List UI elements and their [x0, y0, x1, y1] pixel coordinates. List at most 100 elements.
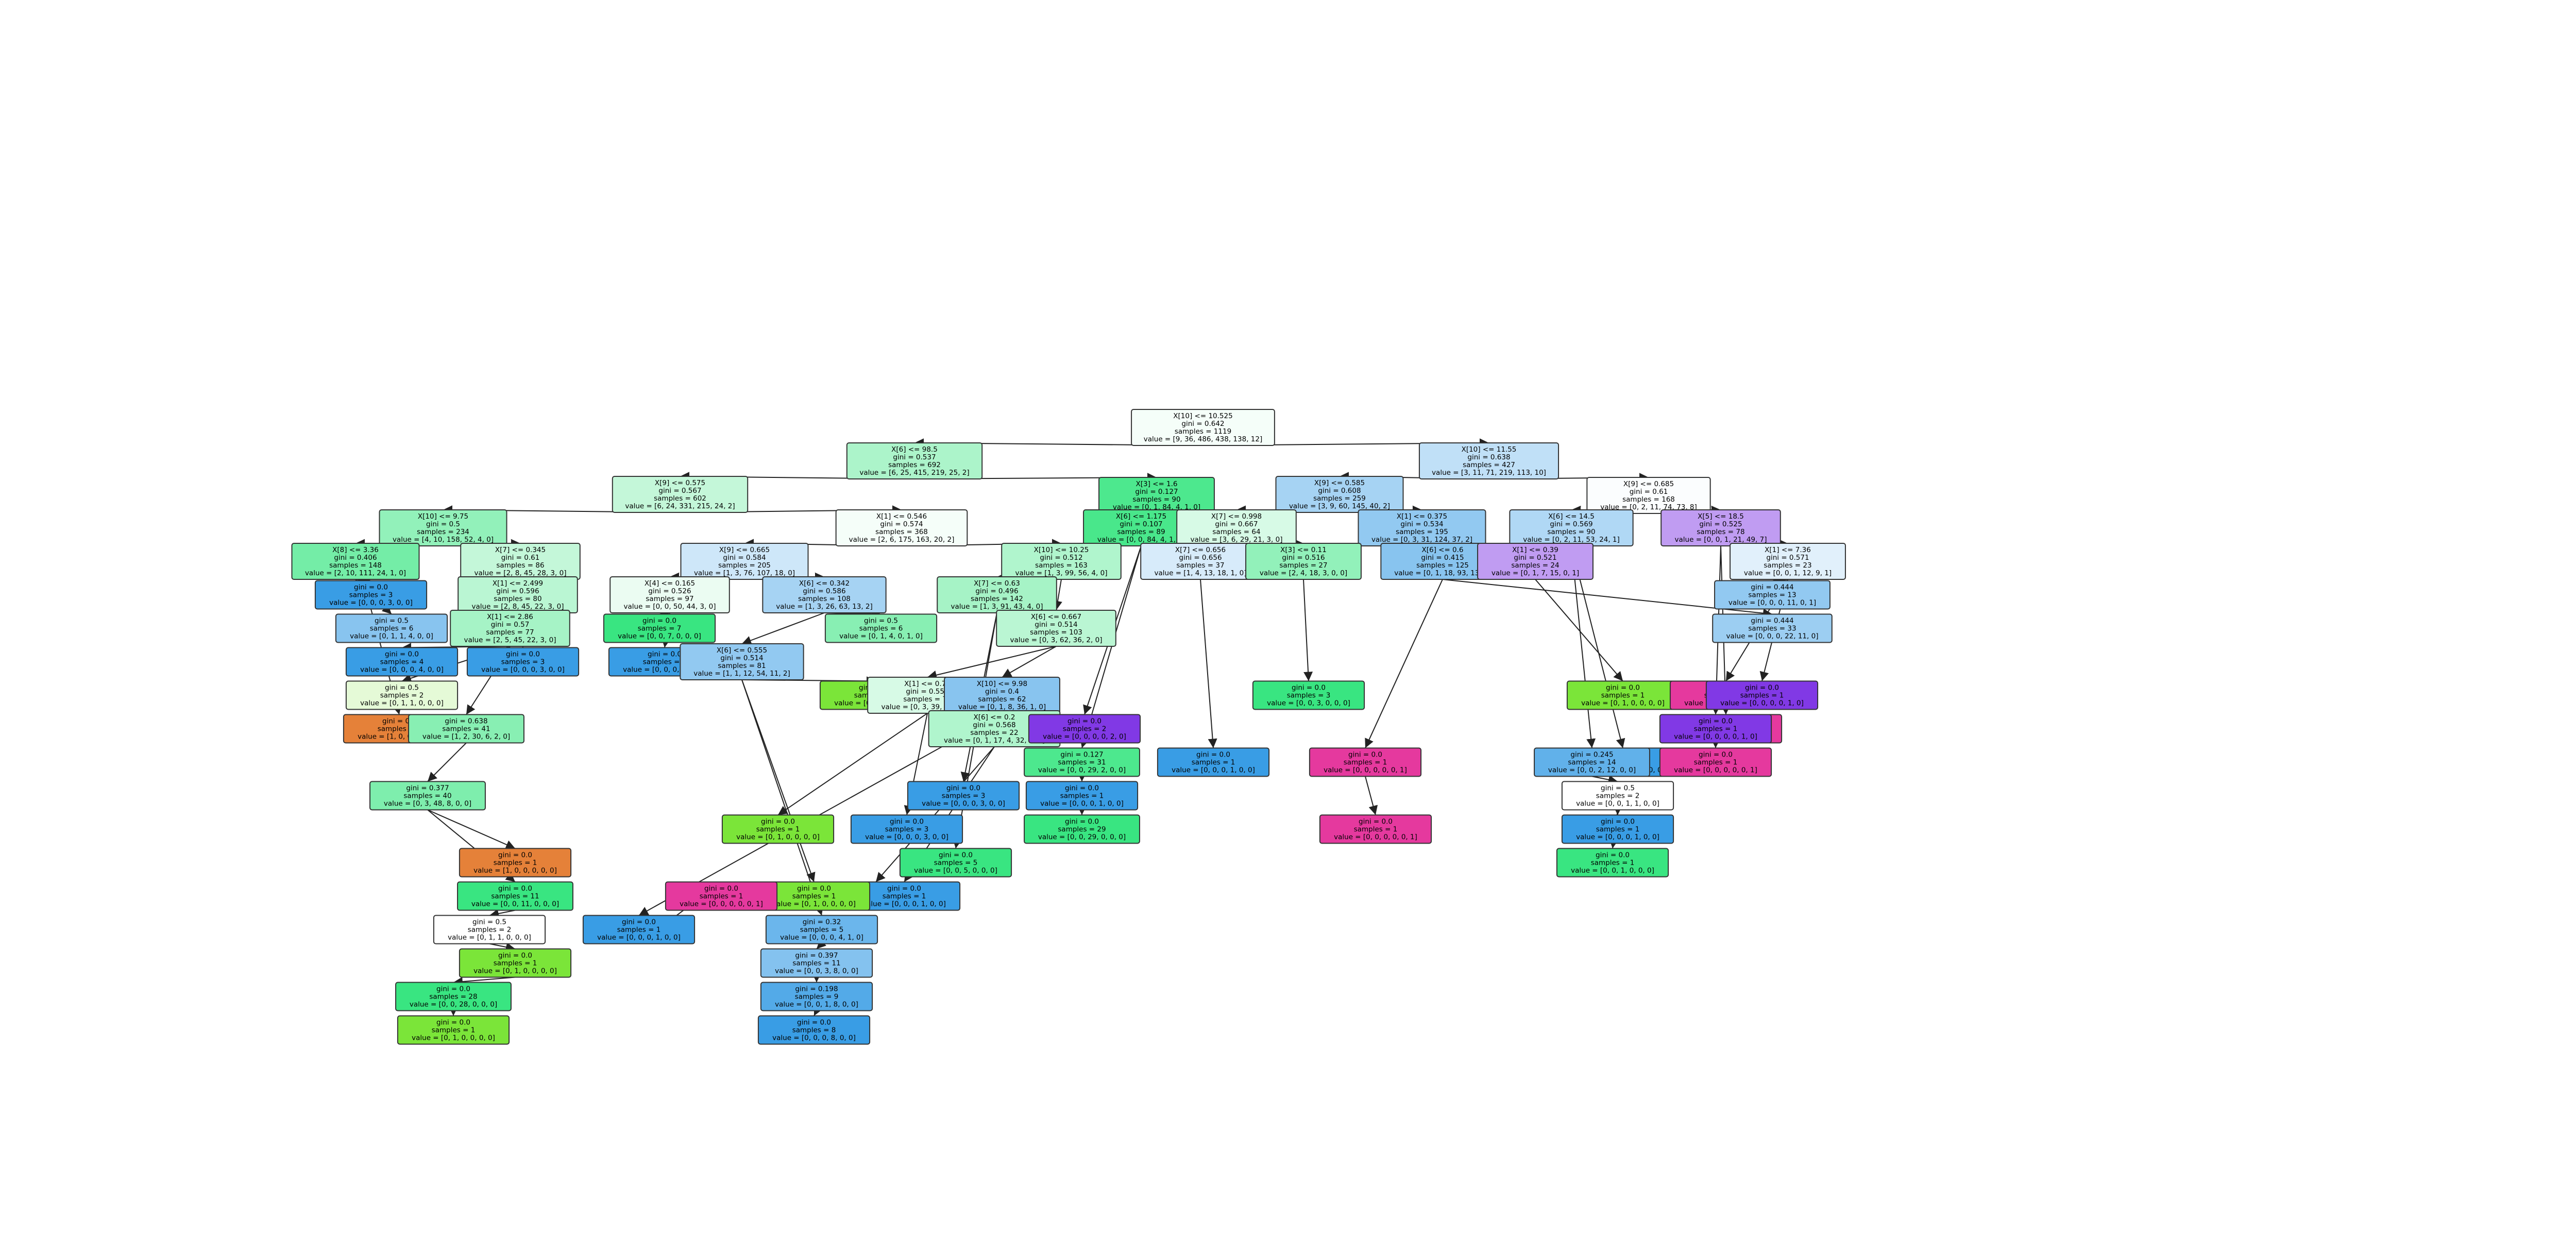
tree-node-box: [757, 1015, 871, 1045]
tree-node-label: samples = 1: [1354, 826, 1398, 834]
tree-node-label: value = [0, 3, 31, 124, 37, 2]: [1371, 536, 1472, 544]
tree-node-box: [1477, 543, 1594, 580]
tree-node-label: samples = 9: [795, 993, 839, 1001]
tree-node-label: value = [0, 3, 48, 8, 0, 0]: [384, 800, 471, 808]
tree-node-label: gini = 0.5: [426, 520, 460, 528]
tree-node-label: samples = 163: [1035, 561, 1088, 570]
tree-node-label: value = [1, 0, 0, 0, 0, 0]: [473, 867, 557, 875]
tree-node-box: [721, 814, 835, 844]
tree-node-box: [459, 848, 572, 878]
tree-node-label: X[9] <= 0.585: [1314, 479, 1365, 487]
tree-edge: [1535, 579, 1623, 682]
tree-node-label: samples = 1: [1596, 826, 1640, 834]
tree-node-label: value = [0, 3, 62, 36, 2, 0]: [1010, 636, 1103, 644]
tree-node-box: [603, 613, 716, 643]
tree-node-label: samples = 1: [1694, 759, 1738, 767]
tree-node-box: [680, 643, 804, 680]
tree-node-label: value = [0, 0, 0, 4, 1, 0]: [780, 934, 863, 942]
tree-node-label: gini = 0.397: [795, 952, 838, 960]
tree-node-label: X[6] <= 0.555: [717, 646, 767, 655]
tree-node-label: value = [0, 0, 1, 0, 0, 0]: [1571, 867, 1654, 875]
tree-node-box: [907, 781, 1020, 811]
tree-node-label: samples = 259: [1313, 494, 1366, 503]
tree-node-label: value = [0, 0, 0, 0, 1, 0]: [1674, 733, 1757, 741]
tree-node-label: X[3] <= 0.11: [1280, 546, 1327, 554]
tree-node-label: value = [0, 0, 29, 2, 0, 0]: [1038, 766, 1126, 775]
tree-node-label: samples = 89: [1117, 528, 1165, 536]
tree-node-label: X[6] <= 0.6: [1421, 546, 1463, 554]
tree-node-label: value = [3, 9, 60, 145, 40, 2]: [1289, 502, 1390, 510]
tree-node-label: gini = 0.667: [1215, 520, 1258, 528]
tree-node-label: value = [3, 6, 29, 21, 3, 0]: [1191, 536, 1283, 544]
tree-node-label: X[7] <= 0.345: [495, 546, 546, 554]
tree-node-label: gini = 0.0: [1196, 751, 1230, 759]
tree-node-label: samples = 77: [486, 628, 534, 637]
tree-node-label: samples = 23: [1764, 561, 1811, 570]
tree-node-label: gini = 0.0: [704, 885, 738, 893]
tree-node-label: gini = 0.107: [1120, 520, 1162, 528]
tree-node-label: gini = 0.0: [1348, 751, 1382, 759]
tree-node-label: samples = 368: [875, 528, 928, 536]
tree-node-label: samples = 90: [1132, 495, 1180, 504]
tree-edge: [1303, 579, 1313, 681]
tree-node-label: value = [0, 1, 0, 0, 0, 0]: [473, 967, 557, 975]
tree-node-label: samples = 81: [718, 662, 766, 670]
tree-edge: [741, 679, 816, 882]
tree-node-label: X[1] <= 2.499: [493, 579, 543, 588]
tree-node-box: [835, 509, 968, 546]
tree-node-box: [433, 915, 546, 945]
tree-node-label: samples = 8: [792, 1026, 836, 1035]
tree-node-label: value = [0, 0, 5, 0, 0, 0]: [914, 867, 997, 875]
tree-node-label: value = [0, 0, 0, 1, 0, 0]: [597, 934, 681, 942]
tree-node-label: gini = 0.516: [1282, 554, 1325, 562]
tree-node-box: [397, 1015, 510, 1045]
tree-node-label: X[6] <= 0.667: [1031, 613, 1081, 621]
tree-node-box: [1025, 781, 1139, 811]
tree-node-label: value = [0, 0, 84, 4, 1, 0]: [1097, 536, 1185, 544]
tree-node-label: samples = 1: [756, 826, 800, 834]
tree-node-label: gini = 0.512: [1040, 554, 1082, 562]
tree-node-label: value = [1, 3, 26, 63, 13, 2]: [776, 603, 873, 611]
tree-node-label: X[1] <= 0.39: [1512, 546, 1558, 554]
tree-node-label: gini = 0.0: [1065, 818, 1099, 826]
tree-node-label: value = [2, 8, 45, 22, 3, 0]: [472, 603, 564, 611]
tree-node-label: value = [0, 0, 0, 1, 0, 0]: [1172, 766, 1255, 775]
tree-node-label: gini = 0.5: [472, 918, 506, 926]
tree-node-label: samples = 168: [1622, 495, 1675, 504]
tree-node-label: gini = 0.0: [622, 918, 656, 926]
tree-node-label: value = [0, 0, 3, 8, 0, 0]: [775, 967, 858, 975]
tree-node-box: [1712, 613, 1833, 643]
tree-node-label: value = [0, 0, 29, 0, 0, 0]: [1038, 833, 1126, 842]
tree-node-label: value = [2, 10, 111, 24, 1, 0]: [305, 569, 406, 577]
tree-node-label: value = [0, 0, 50, 44, 3, 0]: [624, 603, 716, 611]
tree-node-label: gini = 0.574: [880, 520, 923, 528]
tree-edge: [741, 679, 823, 916]
tree-node-label: value = [0, 0, 11, 0, 0, 0]: [471, 900, 559, 908]
tree-node-label: samples = 1: [1060, 792, 1104, 800]
tree-node-label: samples = 205: [718, 561, 771, 570]
tree-node-label: samples = 103: [1030, 628, 1082, 637]
tree-node-label: samples = 195: [1396, 528, 1448, 536]
tree-node-label: value = [0, 0, 7, 0, 0, 0]: [618, 632, 701, 641]
tree-node-label: samples = 5: [800, 926, 844, 934]
tree-edge: [927, 646, 1057, 680]
tree-node-label: X[10] <= 11.55: [1462, 445, 1517, 454]
tree-node-box: [1245, 543, 1362, 580]
tree-node-label: samples = 13: [1748, 591, 1796, 599]
tree-node-label: gini = 0.198: [795, 985, 838, 993]
tree-node-label: samples = 4: [643, 658, 687, 666]
tree-node-label: gini = 0.521: [1514, 554, 1556, 562]
tree-node-label: samples = 142: [971, 595, 1023, 603]
